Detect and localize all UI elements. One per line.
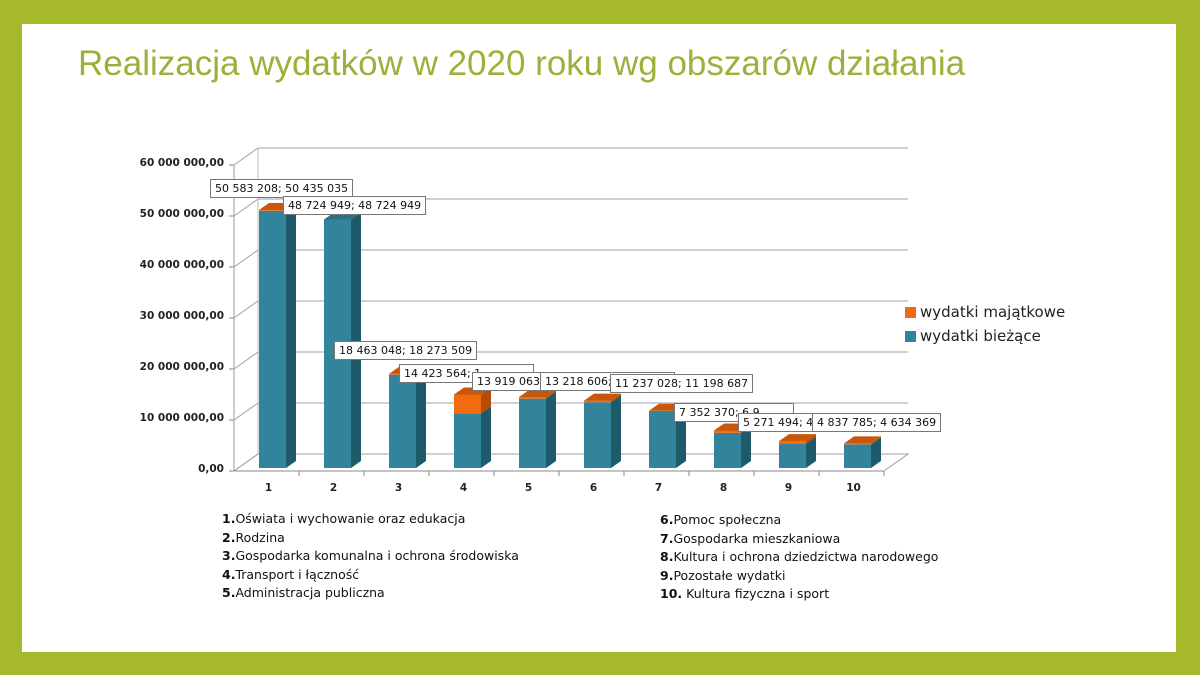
data-label: 48 724 949; 48 724 949	[283, 196, 427, 215]
y-tick-label: 20 000 000,00	[139, 361, 224, 373]
category-item: 2.Rodzina	[222, 529, 285, 545]
category-item: 6.Pomoc społeczna	[660, 512, 782, 527]
category-list-left: 1.Oświata i wychowanie oraz edukacja 2.R…	[222, 510, 519, 603]
x-tick-label: 8	[719, 482, 728, 494]
data-label: 50 583 208; 50 435 035	[210, 179, 354, 198]
chart-legend: wydatki majątkowe wydatki bieżące	[905, 300, 1065, 348]
data-label: 18 463 048; 18 273 509	[334, 341, 478, 360]
legend-label: wydatki majątkowe	[920, 303, 1066, 321]
category-item: 10. Kultura fizyczna i sport	[660, 586, 830, 601]
legend-label: wydatki bieżące	[920, 327, 1041, 345]
data-label: 11 237 028; 11 198 687	[610, 374, 754, 393]
category-item: 7.Gospodarka mieszkaniowa	[660, 530, 841, 546]
y-tick-label: 50 000 000,00	[139, 208, 224, 220]
y-tick-label: 30 000 000,00	[139, 310, 224, 322]
x-tick-label: 4	[459, 482, 468, 494]
category-item: 5.Administracja publiczna	[222, 585, 385, 600]
x-tick-label: 9	[784, 482, 793, 494]
category-item: 9.Pozostałe wydatki	[660, 567, 786, 583]
y-tick-label: 40 000 000,00	[139, 259, 224, 271]
slide-title: Realizacja wydatków w 2020 roku wg obsza…	[78, 44, 966, 83]
x-tick-label: 3	[394, 482, 403, 494]
legend-item-majatkowe: wydatki majątkowe	[905, 300, 1065, 324]
category-item: 1.Oświata i wychowanie oraz edukacja	[222, 511, 466, 526]
legend-item-biezace: wydatki bieżące	[905, 324, 1065, 348]
slide	[22, 24, 1176, 652]
category-item: 4.Transport i łączność	[222, 566, 360, 582]
category-item: 8.Kultura i ochrona dziedzictwa narodowe…	[660, 549, 939, 564]
x-tick-label: 10	[846, 482, 861, 494]
category-list-right: 6.Pomoc społeczna 7.Gospodarka mieszkani…	[660, 511, 938, 604]
y-tick-label: 60 000 000,00	[139, 157, 224, 169]
legend-swatch-orange	[905, 306, 916, 318]
data-label: 4 837 785; 4 634 369	[812, 413, 942, 432]
x-tick-label: 1	[264, 482, 273, 494]
x-tick-label: 5	[524, 482, 533, 494]
category-item: 3.Gospodarka komunalna i ochrona środowi…	[222, 548, 519, 563]
x-tick-label: 2	[329, 482, 338, 494]
legend-swatch-teal	[905, 330, 916, 342]
x-tick-label: 6	[589, 482, 598, 494]
x-tick-label: 7	[654, 482, 663, 494]
y-tick-label: 10 000 000,00	[139, 412, 224, 424]
y-tick-label: 0,00	[198, 463, 224, 475]
